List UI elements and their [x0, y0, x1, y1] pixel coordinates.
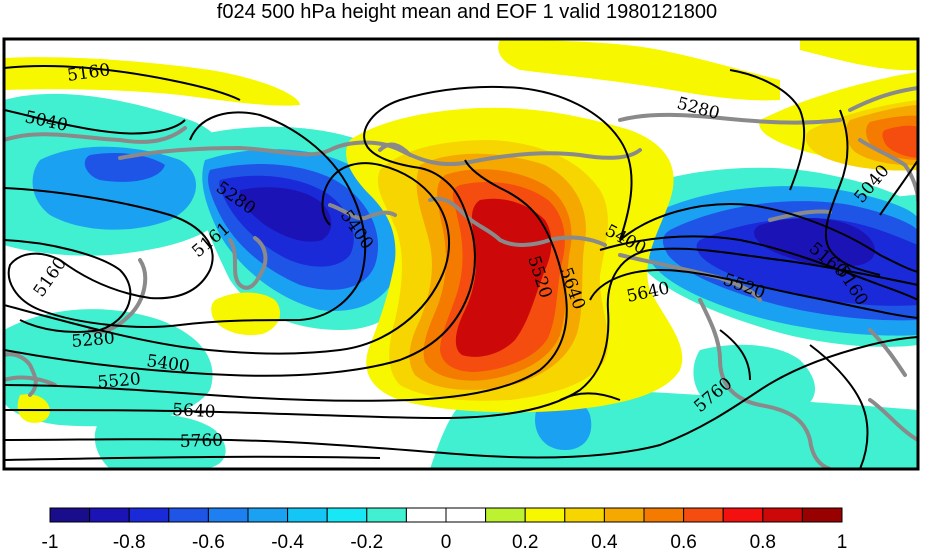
map-panel: 5160 5040 5280 5161 5400 5520 5640 5760 …	[4, 39, 918, 469]
colorbar-swatch	[762, 507, 803, 523]
colorbar-swatch	[801, 507, 843, 523]
contour-label: 5640	[172, 400, 216, 422]
colorbar-swatch	[722, 507, 764, 523]
colorbar-swatch	[49, 507, 91, 523]
contour-label: 5280	[71, 328, 116, 352]
colorbar	[49, 507, 843, 523]
colorbar-tick-label: -0.4	[271, 532, 304, 553]
coastlines	[4, 86, 918, 469]
eof-field-crimson	[455, 198, 552, 357]
colorbar-swatch	[366, 507, 407, 523]
colorbar-tick-label: 1	[836, 532, 848, 553]
map-frame	[2, 37, 920, 471]
colorbar-swatch	[683, 507, 724, 523]
height-contours	[4, 64, 918, 469]
colorbar-swatch	[326, 507, 368, 523]
colorbar-swatch	[485, 507, 526, 523]
colorbar-swatch	[603, 507, 645, 523]
colorbar-tick-label: 0.8	[749, 532, 777, 553]
colorbar-tick-label: 0.2	[511, 532, 539, 553]
colorbar-swatch	[247, 507, 289, 523]
colorbar-swatch	[207, 507, 249, 523]
colorbar-tick-label: 0	[440, 532, 452, 553]
colorbar-swatch	[445, 507, 487, 523]
colorbar-swatch	[405, 507, 447, 523]
colorbar-tick-label: -0.2	[350, 532, 384, 553]
colorbar-tick-label: -0.8	[112, 532, 146, 553]
eof-field-navy	[239, 187, 875, 267]
colorbar-tick-label: 0.4	[591, 532, 618, 553]
colorbar-swatch	[643, 507, 685, 523]
colorbar-swatch	[89, 507, 130, 523]
colorbar-swatch	[168, 507, 209, 523]
colorbar-tick-label: -0.6	[192, 532, 225, 553]
map-title: f024 500 hPa height mean and EOF 1 valid…	[216, 1, 718, 23]
colorbar-swatch	[128, 507, 170, 523]
contour-label: 5520	[97, 369, 142, 393]
colorbar-tick-label: 0.6	[670, 532, 697, 553]
colorbar-swatch	[287, 507, 328, 523]
colorbar-swatch	[524, 507, 566, 523]
colorbar-tick-label: -1	[41, 532, 59, 553]
colorbar-swatch	[564, 507, 605, 523]
contour-label: 5760	[179, 430, 223, 451]
